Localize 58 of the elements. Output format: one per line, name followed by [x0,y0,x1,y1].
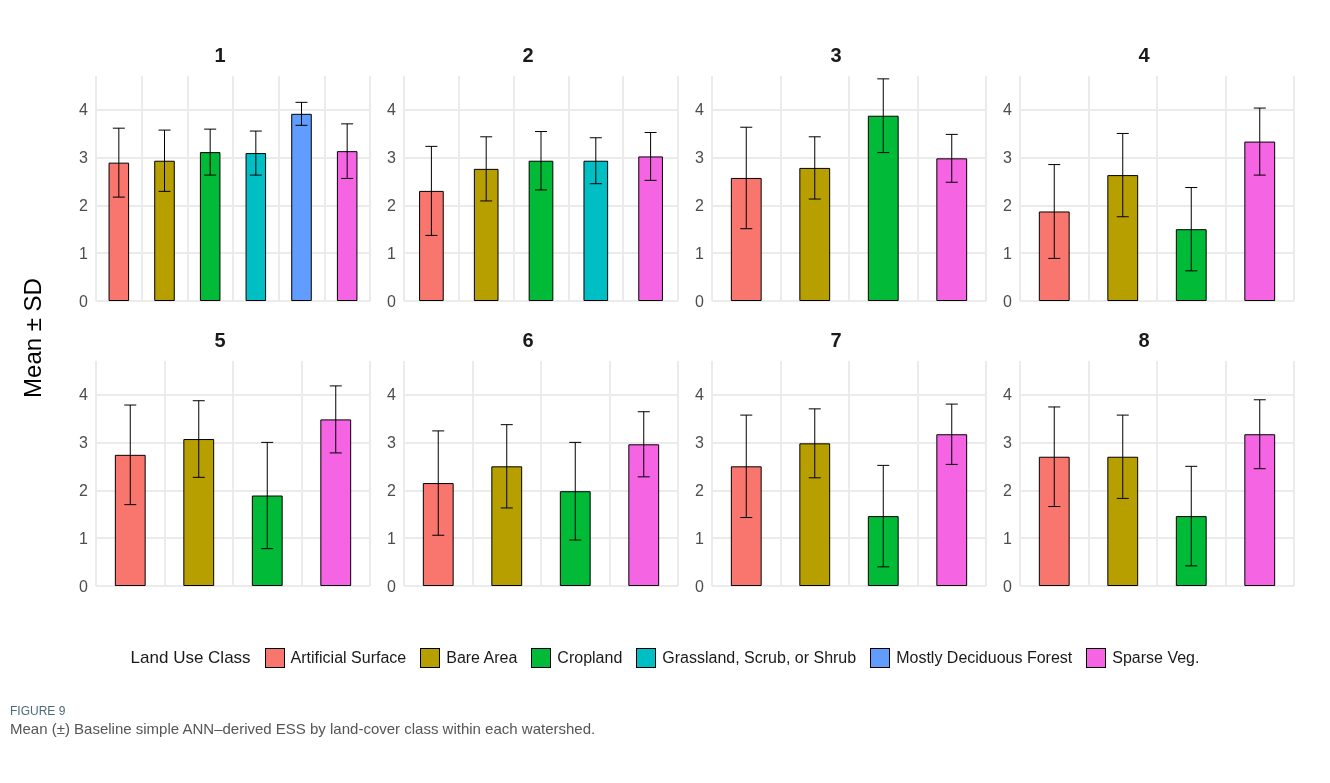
y-tick-label: 3 [79,433,89,451]
y-tick-label: 1 [387,529,397,547]
y-tick-label: 3 [1003,148,1013,166]
legend-label: Bare Area [446,649,518,667]
y-tick-label: 3 [695,148,705,166]
y-tick-label: 0 [79,577,89,595]
y-tick-label: 2 [387,481,397,499]
y-tick-label: 3 [1003,433,1013,451]
chart-title: 5 [214,329,226,351]
chart-title: 7 [830,329,842,351]
legend-label: Artificial Surface [290,649,407,667]
text: Mean (±) Baseline simple ANN–derived ESS by land-cover class within each watershed. [10,720,596,737]
y-tick-label: 2 [695,481,705,499]
y-tick-label: 2 [1003,196,1013,214]
y-tick-label: 0 [695,577,705,595]
y-tick-label: 1 [387,244,397,262]
y-tick-label: 3 [695,433,705,451]
y-tick-label: 0 [387,577,397,595]
y-tick-label: 1 [695,244,705,262]
y-tick-label: 1 [79,244,89,262]
legend-title: Land Use Class [130,648,251,668]
legend-label: Grassland, Scrub, or Shrub [662,649,857,667]
y-tick-label: 3 [387,433,397,451]
y-tick-label: 0 [1003,292,1013,310]
chart-title: 6 [522,329,534,351]
y-tick-label: 4 [79,386,89,404]
y-axis-title: Mean ± SD [19,278,47,398]
y-tick-label: 4 [387,386,397,404]
y-tick-label: 4 [695,386,705,404]
legend-label: Cropland [557,649,623,667]
y-tick-label: 0 [79,292,89,310]
y-tick-label: 2 [695,196,705,214]
legend-label: Sparse Veg. [1112,649,1200,667]
y-tick-label: 2 [79,481,89,499]
chart-title: 4 [1138,44,1151,66]
chart-title: 1 [214,44,226,66]
legend-label: Mostly Deciduous Forest [896,649,1073,667]
y-tick-label: 2 [1003,481,1013,499]
y-tick-label: 1 [695,529,705,547]
chart-title: 8 [1138,329,1150,351]
y-tick-label: 4 [1003,386,1013,404]
y-tick-label: 4 [79,101,89,119]
y-tick-label: 2 [387,196,397,214]
y-tick-label: 4 [387,101,397,119]
chart-title: 3 [830,44,842,66]
y-tick-label: 4 [695,101,705,119]
chart-title: 2 [522,44,534,66]
y-tick-label: 0 [387,292,397,310]
y-tick-label: 1 [1003,244,1013,262]
y-tick-label: 1 [79,529,89,547]
y-tick-label: 2 [79,196,89,214]
y-tick-label: 0 [695,292,705,310]
y-tick-label: 1 [1003,529,1013,547]
y-tick-label: 3 [79,148,89,166]
y-tick-label: 0 [1003,577,1013,595]
y-tick-label: 4 [1003,101,1013,119]
caption: FIGURE 9 [10,704,67,718]
y-tick-label: 3 [387,148,397,166]
